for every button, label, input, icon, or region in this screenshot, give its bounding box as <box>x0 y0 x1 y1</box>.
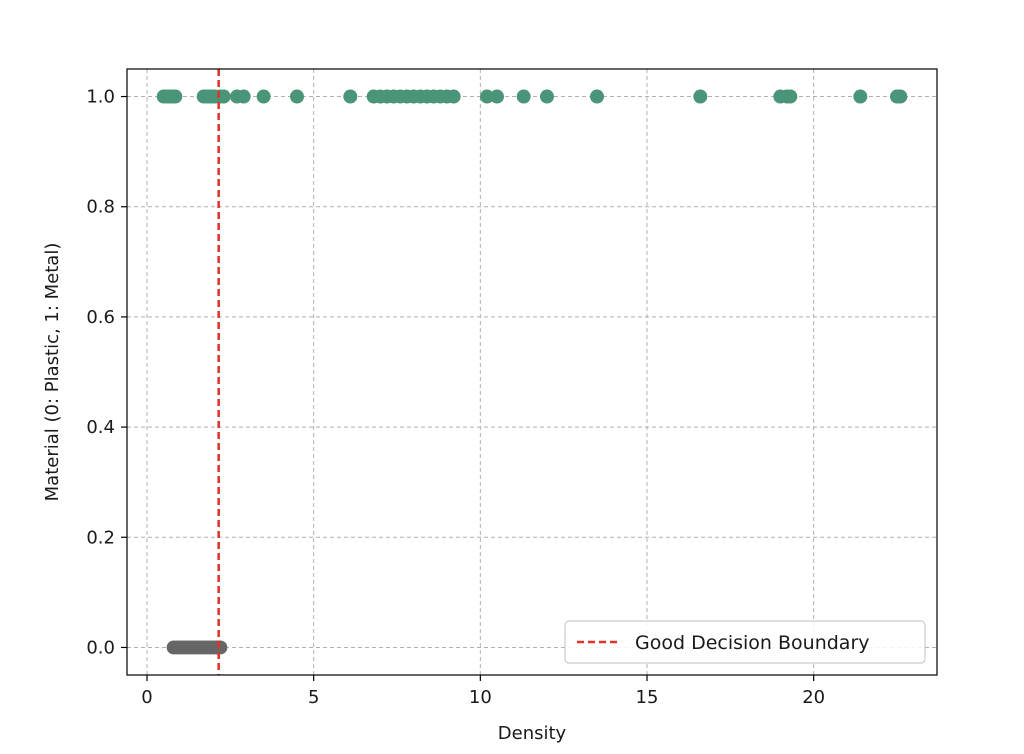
metal-point <box>516 89 531 104</box>
metal-point <box>783 89 798 104</box>
y-tick-label: 0.0 <box>86 637 115 658</box>
metal-point <box>446 89 461 104</box>
metal-point <box>256 89 271 104</box>
x-tick-label: 0 <box>141 687 152 708</box>
metal-point <box>168 89 183 104</box>
x-tick-label: 15 <box>636 687 659 708</box>
metal-point <box>480 89 494 104</box>
legend-box <box>564 620 926 664</box>
metal-point <box>590 89 604 104</box>
y-tick-label: 0.2 <box>86 527 115 548</box>
ticks-layer: 0 5 10 15 20 0.0 0.2 0.4 0.6 0.8 1.0 <box>86 87 825 708</box>
plastic-point <box>213 640 228 655</box>
metal-point <box>853 89 868 104</box>
metal-point <box>490 89 504 104</box>
plot-frame <box>126 68 938 676</box>
x-tick-label: 10 <box>469 687 492 708</box>
legend-entry-boundary: Good Decision Boundary <box>635 632 870 654</box>
y-tick-label: 0.8 <box>86 197 115 218</box>
metal-point <box>236 89 251 104</box>
y-tick-label: 0.6 <box>86 307 115 328</box>
x-tick-label: 5 <box>308 687 319 708</box>
metal-point <box>290 89 304 104</box>
metal-point <box>540 89 554 104</box>
metal-point <box>893 89 908 104</box>
legend: Good Decision Boundary <box>564 620 926 664</box>
y-tick-label: 1.0 <box>86 87 115 108</box>
y-axis-label: Material (0: Plastic, 1: Metal) <box>42 243 63 502</box>
metal-point <box>693 89 708 104</box>
points-layer <box>156 89 908 655</box>
x-axis-label: Density <box>498 723 567 744</box>
x-tick-label: 20 <box>802 687 825 708</box>
grid-layer <box>127 69 937 675</box>
metal-point <box>343 89 358 104</box>
metal-point <box>216 89 231 104</box>
y-tick-label: 0.4 <box>86 417 115 438</box>
